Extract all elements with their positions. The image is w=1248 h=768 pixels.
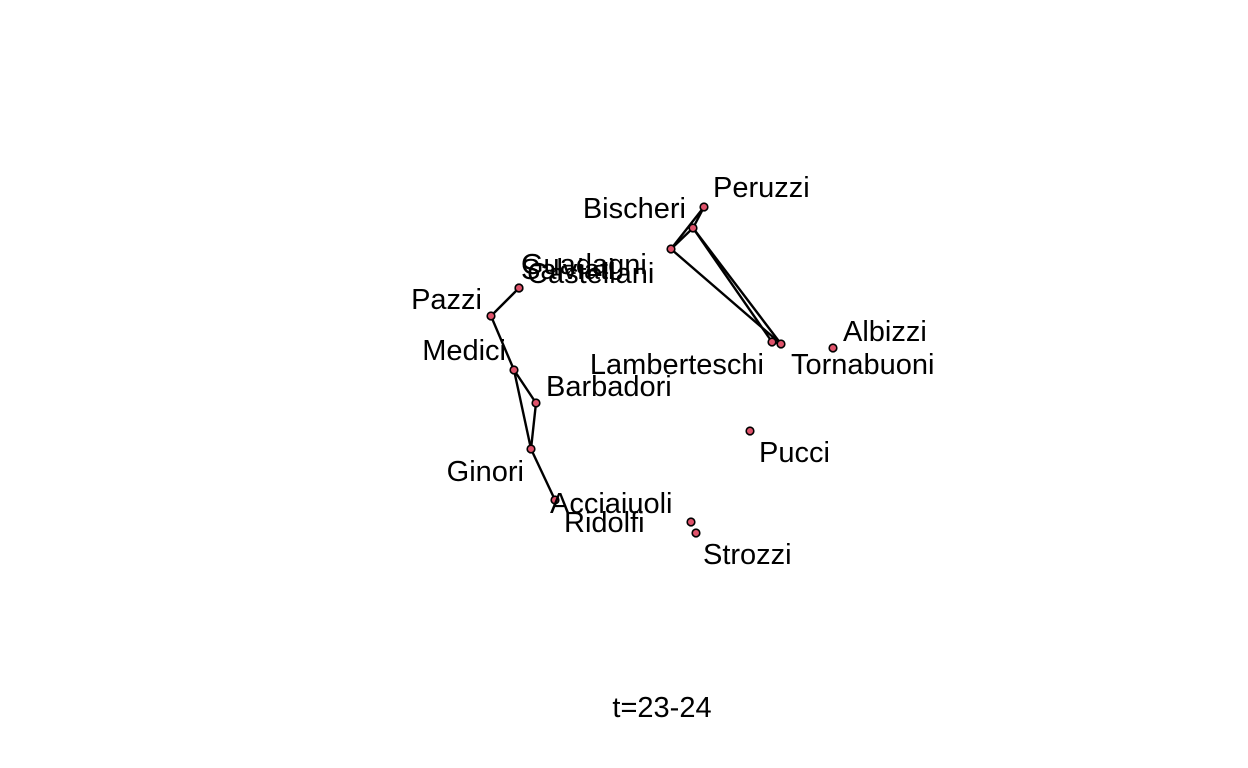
node-label-ginori: Ginori — [447, 456, 524, 488]
edge-medici-barbadori — [513, 369, 537, 404]
node-pazzi — [486, 311, 496, 321]
node-bischeri — [688, 223, 698, 233]
node-label-medici: Medici — [422, 335, 506, 367]
edge-medici-ginori — [512, 369, 533, 450]
node-label-pazzi: Pazzi — [411, 284, 482, 316]
node-label-castellani: Castellani — [527, 258, 654, 290]
node-label-lamberteschi: Lamberteschi — [590, 349, 764, 381]
edges-layer — [489, 206, 782, 501]
node-pucci — [745, 426, 755, 436]
labels-layer: Peruzzi Bischeri GuadagniSalviatiCastellan… — [411, 172, 934, 571]
node-label-barbadori: Barbadori — [546, 371, 672, 403]
node-label-bischeri: Bischeri — [583, 193, 686, 225]
edge-ginori-acciaiuoli — [529, 448, 557, 501]
edge-bischeri-tornabuoni — [692, 227, 782, 345]
node-label-strozzi: Strozzi — [703, 539, 792, 571]
node-medici — [509, 365, 519, 375]
edge-guadagni-tornabuoni — [670, 248, 782, 345]
nodes-layer — [486, 202, 838, 538]
node-label-tornabuoni: Tornabuoni — [791, 349, 935, 381]
node-albizzi — [828, 343, 838, 353]
node-label-pucci: Pucci — [759, 437, 830, 469]
node-label-ridolfi: Ridolfi — [564, 507, 645, 539]
node-label-peruzzi: Peruzzi — [713, 172, 810, 204]
node-peruzzi — [699, 202, 709, 212]
node-barbadori — [531, 398, 541, 408]
node-guadagni — [666, 244, 676, 254]
node-label-salviati: Salviati — [521, 254, 615, 286]
time-caption: t=23-24 — [612, 692, 711, 724]
node-lamberteschi — [767, 337, 777, 347]
node-label-acciaiuoli: Acciaiuoli — [550, 488, 673, 520]
node-strozzi — [691, 528, 701, 538]
edge-peruzzi-guadagni — [670, 206, 705, 250]
edge-barbadori-ginori — [529, 402, 538, 450]
node-ginori — [526, 444, 536, 454]
edge-pazzi-medici — [489, 315, 516, 371]
node-acciaiuoli — [550, 495, 560, 505]
node-tornabuoni — [776, 339, 786, 349]
edge-salviati-pazzi — [490, 287, 520, 317]
node-label-albizzi: Albizzi — [843, 316, 927, 348]
node-label-guadagni: Guadagni — [521, 249, 647, 281]
node-castellani — [514, 283, 524, 293]
node-ridolfi — [686, 517, 696, 527]
